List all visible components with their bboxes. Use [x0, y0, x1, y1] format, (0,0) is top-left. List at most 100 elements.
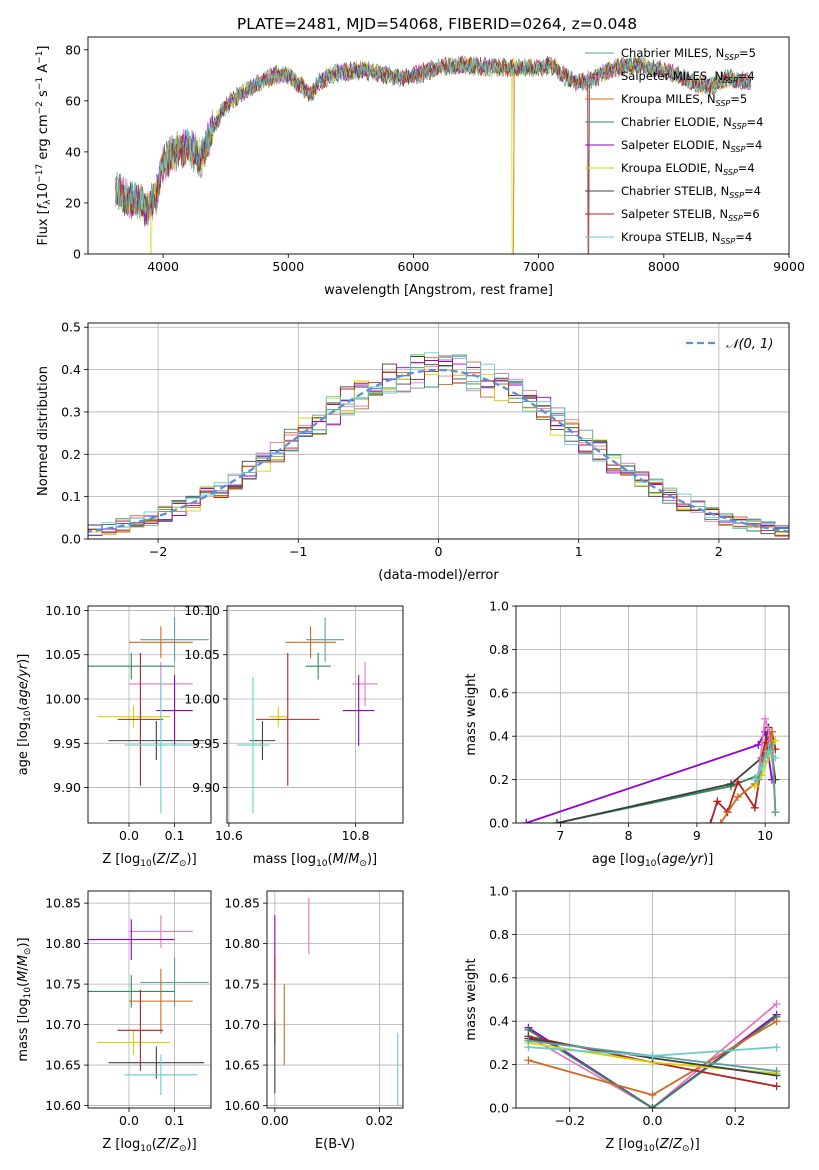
- legend-label: Chabrier MILES, NSSP=5: [621, 46, 756, 62]
- label-part: (: [16, 982, 31, 987]
- label-part: ⊙: [359, 859, 367, 869]
- label-part: Flux [: [36, 209, 51, 245]
- y-tick-label: 9.90: [53, 780, 81, 795]
- x-tick-label: 0.2: [725, 1113, 745, 1128]
- y-axis-label: mass [log10(M/M⊙)]: [16, 937, 33, 1061]
- label-part: 10: [23, 987, 33, 999]
- weight-line-salpeter-miles: [757, 718, 773, 776]
- label-part: 10: [140, 1144, 152, 1154]
- label-part: age [log: [16, 722, 31, 775]
- y-tick-label: 0.2: [489, 772, 509, 787]
- x-tick-label: −0.2: [555, 1113, 585, 1128]
- label-part: 10: [643, 1144, 655, 1154]
- label-part: )]: [703, 852, 713, 867]
- plot-area: [115, 55, 752, 254]
- weight-marker-chabrier-stelib: [726, 779, 735, 788]
- weight-marker-kroupa-stelib: [764, 747, 773, 756]
- mass-vs-metallicity-panel: 0.0 0.1 10.60 10.65 10.70 10.75 10.80 10.85 Z [l…: [16, 890, 212, 1154]
- label-part: )]: [187, 852, 197, 867]
- label-part: erg cm: [36, 114, 51, 163]
- weight-marker-salpeter-miles: [772, 999, 781, 1008]
- x-tick-label: 10.8: [342, 828, 370, 843]
- legend-label-sub: SSP: [728, 214, 743, 223]
- plot-area: [88, 352, 789, 539]
- y-tick-label: 10.00: [184, 692, 220, 707]
- label-part: age/yr: [16, 662, 31, 705]
- x-axis-label: Z [log10(Z/Z⊙)]: [102, 1137, 196, 1154]
- weight-marker-salpeter-miles: [764, 725, 773, 734]
- x-tick-label: 0: [435, 544, 443, 559]
- label-part: (: [152, 1137, 157, 1152]
- legend-label-sub: SSP: [723, 76, 738, 85]
- legend-label-main: Salpeter MILES, N: [621, 69, 723, 83]
- label-part: (: [152, 852, 157, 867]
- x-axis-label: mass [log10(M/M⊙)]: [253, 852, 377, 869]
- y-tick-label: 0.8: [489, 927, 509, 942]
- normal-curve: [88, 368, 789, 533]
- weight-marker-kroupa-miles: [772, 1017, 781, 1026]
- legend-label-main: Salpeter STELIB, N: [621, 207, 728, 221]
- label-part: /: [669, 1137, 674, 1152]
- label-part: )]: [16, 937, 31, 947]
- y-tick-label: 60: [65, 93, 81, 108]
- axes-frame: [87, 605, 212, 824]
- y-axis-label: Normed distribution: [36, 366, 51, 496]
- label-part: M: [333, 852, 344, 867]
- weight-line-salpeter-elodie: [525, 729, 773, 823]
- label-part: )]: [690, 1137, 700, 1152]
- weight-marker-chabrier-stelib: [771, 775, 780, 784]
- legend-label-tail: =4: [738, 161, 755, 175]
- label-part: Z: [169, 852, 180, 867]
- axes-frame: [87, 322, 790, 540]
- weight-marker-kroupa-stelib: [750, 775, 759, 784]
- x-tick-label: 0.0: [119, 1113, 139, 1128]
- legend-label-sub: SSP: [724, 53, 739, 62]
- spectrum-line-kroupa-elodie: [115, 55, 752, 254]
- label-part: 10: [645, 859, 657, 869]
- y-tick-label: 10.05: [45, 647, 81, 662]
- weight-marker-chabrier-miles: [771, 808, 780, 817]
- y-axis-label: mass weight: [464, 958, 479, 1040]
- x-tick-label: −1: [289, 544, 307, 559]
- weight-marker-kroupa-stelib: [524, 1043, 533, 1052]
- y-tick-label: 0.4: [61, 362, 81, 377]
- x-tick-label: 7000: [523, 259, 555, 274]
- x-tick-label: 2: [715, 544, 723, 559]
- label-part: Z [log: [605, 1137, 643, 1152]
- legend-label-main: Chabrier ELODIE, N: [621, 115, 732, 129]
- axes-frame: [226, 605, 404, 824]
- axes-frame: [87, 890, 212, 1109]
- y-tick-label: 80: [65, 42, 81, 57]
- label-part: −17: [35, 164, 45, 183]
- legend-label-main: Chabrier MILES, N: [621, 46, 724, 60]
- x-tick-label: 8: [625, 828, 633, 843]
- x-tick-label: 6000: [398, 259, 430, 274]
- y-tick-label: 0.6: [489, 685, 509, 700]
- y-tick-label: 10.70: [224, 1017, 260, 1032]
- y-tick-label: 1.0: [489, 599, 509, 614]
- weight-marker-kroupa-stelib: [648, 1051, 657, 1060]
- weight-marker-salpeter-stelib: [713, 797, 722, 806]
- x-tick-label: 0.1: [165, 828, 185, 843]
- weight-marker-kroupa-miles: [524, 1056, 533, 1065]
- weight-line-kroupa-miles: [720, 731, 777, 823]
- x-tick-label: 9000: [773, 259, 805, 274]
- histogram-kroupa-stelib: [88, 352, 789, 536]
- label-part: M: [16, 971, 31, 982]
- y-tick-label: 10.60: [224, 1098, 260, 1113]
- label-part: ⊙: [23, 948, 33, 956]
- weight-marker-salpeter-stelib: [750, 803, 759, 812]
- label-part: 10: [23, 710, 33, 722]
- x-tick-label: 0.1: [165, 1113, 185, 1128]
- label-part: (: [655, 1137, 660, 1152]
- axes-frame: [515, 605, 790, 824]
- age-vs-mass-panel: 10.6 10.8 9.90 9.95 10.00 10.05 10.10 mass [log…: [184, 603, 404, 869]
- legend-label-tail: =6: [743, 207, 760, 221]
- y-tick-label: 10.65: [224, 1058, 260, 1073]
- y-tick-label: 10.65: [45, 1058, 81, 1073]
- histogram-salpeter-stelib: [88, 355, 789, 539]
- weight-marker-salpeter-stelib: [706, 819, 715, 823]
- residuals-panel: −2 −1 0 1 2 0.0 0.1 0.2 0.3 0.4 0.5 (data-model)/er…: [36, 320, 790, 583]
